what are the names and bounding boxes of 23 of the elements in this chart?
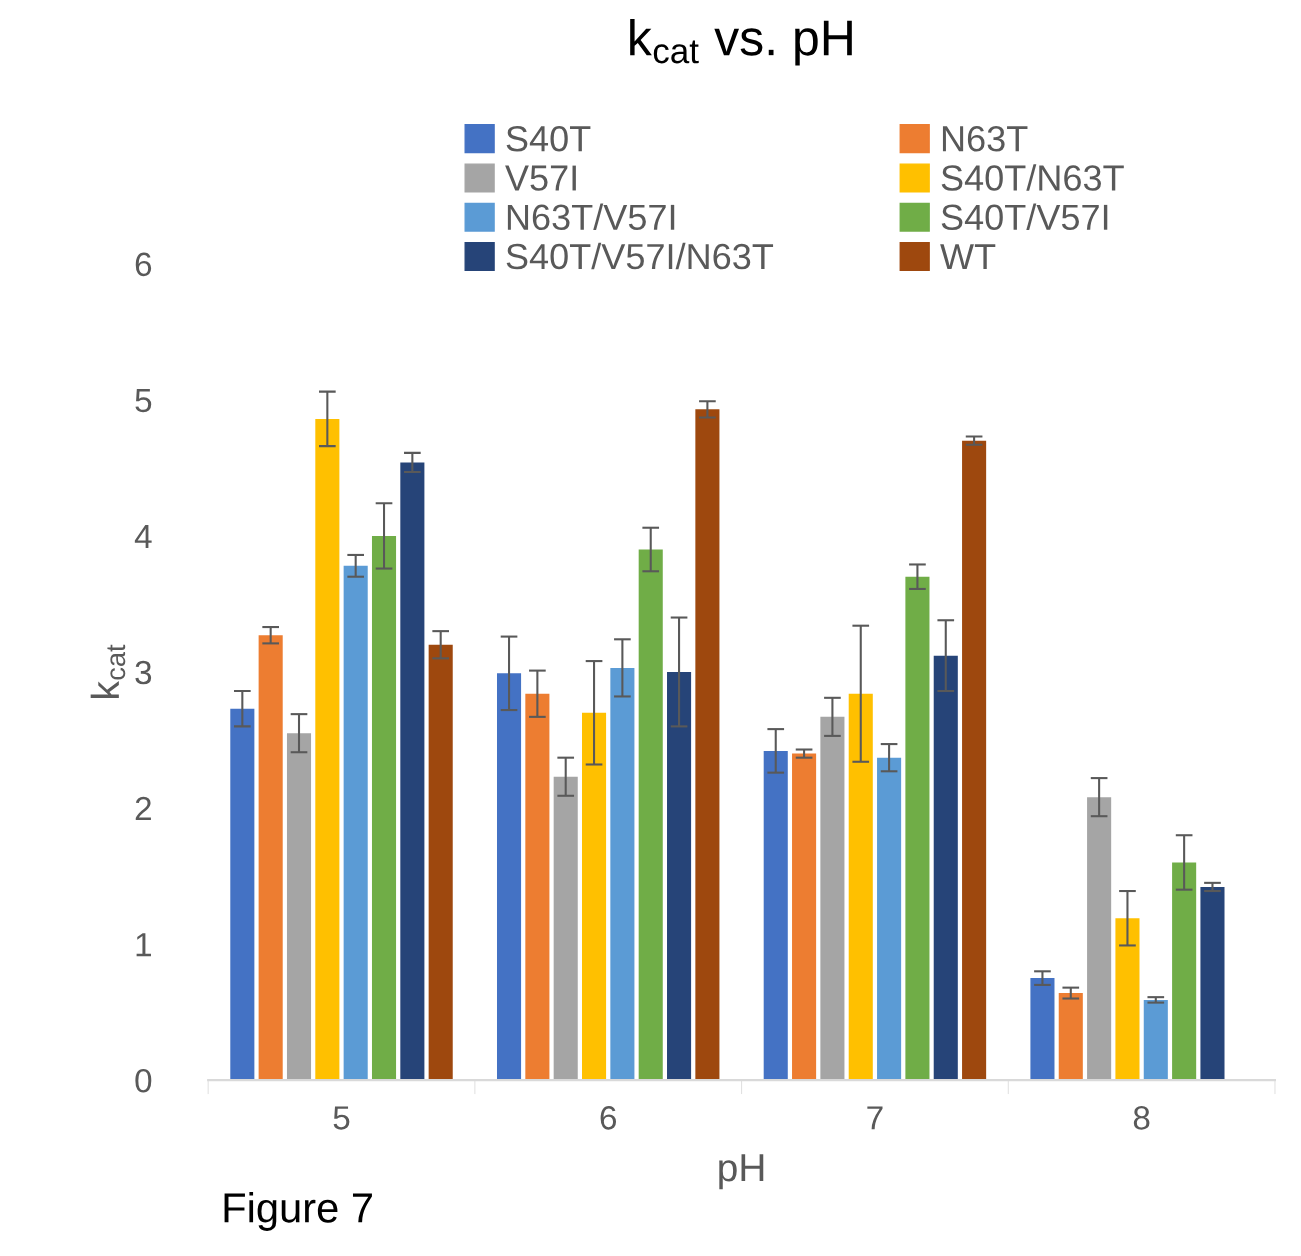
y-tick-label: 6 — [135, 252, 152, 277]
legend-label: S40T/V57I/N63T — [506, 242, 774, 270]
y-tick-label: 3 — [135, 660, 152, 685]
x-tick-label: 6 — [600, 1106, 617, 1130]
legend-label: N63T/V57I — [507, 203, 675, 231]
legend-label: V57I — [505, 165, 576, 191]
y-tick-label: 1 — [136, 933, 151, 957]
legend-label: S40T/N63T — [941, 164, 1124, 191]
legend-label: N63T — [942, 125, 1028, 152]
y-tick-label: 0 — [135, 1068, 152, 1093]
x-tick-label: 7 — [867, 1106, 883, 1130]
x-tick-label: 5 — [333, 1106, 350, 1130]
legend-label: WT — [940, 244, 996, 269]
y-tick-label: 5 — [135, 388, 152, 413]
y-tick-label: 2 — [135, 796, 151, 821]
caption: Figure 7 — [224, 1192, 372, 1231]
x-axis-title: pH — [719, 1154, 764, 1190]
x-tick-label: 8 — [1133, 1106, 1150, 1130]
legend-label: S40T — [506, 125, 591, 152]
y-axis-title: k$_{cat}$ — [90, 644, 126, 698]
y-tick-label: 4 — [134, 525, 152, 548]
legend-label: S40T/V57I — [941, 203, 1108, 231]
chart-title: k$_{cat}$ vs. pH — [630, 18, 852, 66]
